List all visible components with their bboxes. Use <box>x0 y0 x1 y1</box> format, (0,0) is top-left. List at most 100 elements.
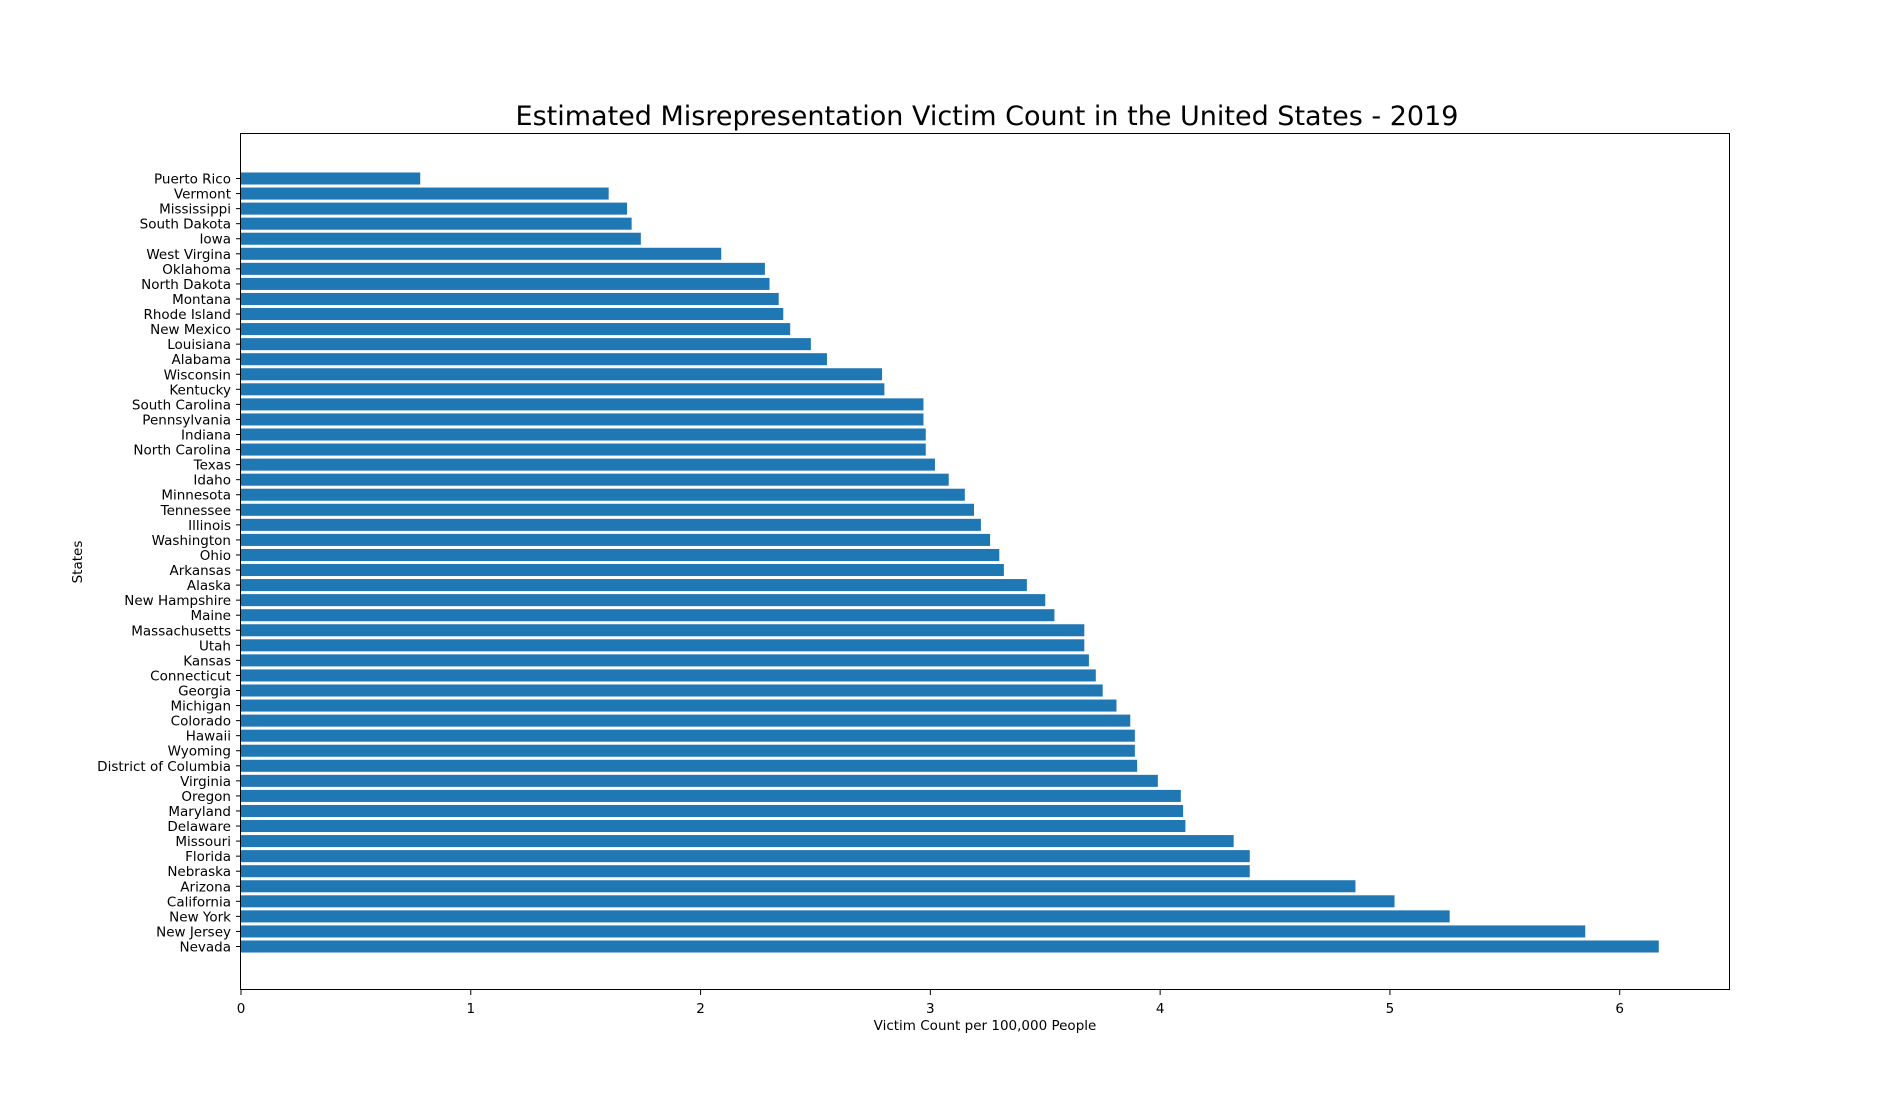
y-tick-label: Connecticut <box>150 668 231 684</box>
bar-new-jersey <box>241 925 1586 938</box>
x-tick-label: 2 <box>696 1001 705 1017</box>
bar-new-york <box>241 910 1450 923</box>
bar-idaho <box>241 473 949 486</box>
plot-frame <box>240 133 1730 990</box>
bar-louisiana <box>241 338 811 351</box>
y-tick-label: Mississippi <box>159 202 231 218</box>
y-tick-label: Alabama <box>171 352 231 368</box>
bar-district-of-columbia <box>241 759 1138 772</box>
bar-puerto-rico <box>241 172 421 185</box>
y-tick-label: Massachusetts <box>131 623 231 639</box>
bar-maryland <box>241 804 1184 817</box>
x-tick-label: 5 <box>1386 1001 1395 1017</box>
y-tick-label: Rhode Island <box>143 307 231 323</box>
y-tick-label: Oregon <box>181 789 231 805</box>
bar-massachusetts <box>241 624 1085 637</box>
y-tick-label: Georgia <box>178 684 231 700</box>
y-axis-label: States <box>70 541 86 584</box>
chart-title: Estimated Misrepresentation Victim Count… <box>516 101 1459 132</box>
y-tick-label: Minnesota <box>161 488 231 504</box>
bar-maine <box>241 609 1055 622</box>
y-tick-label: Pennsylvania <box>142 412 231 428</box>
y-tick-label: Puerto Rico <box>154 172 231 188</box>
x-tick-label: 3 <box>926 1001 935 1017</box>
bar-indiana <box>241 428 926 441</box>
bar-kansas <box>241 654 1089 667</box>
y-tick-label: Tennessee <box>160 503 231 519</box>
y-tick-label: California <box>167 894 231 910</box>
y-tick-label: Arizona <box>180 879 231 895</box>
bar-alaska <box>241 579 1027 592</box>
y-tick-label: Arkansas <box>169 563 231 579</box>
y-tick-label: North Carolina <box>133 443 231 459</box>
x-tick-label: 0 <box>237 1001 246 1017</box>
y-tick-label: Idaho <box>193 473 231 489</box>
y-tick-label: New York <box>169 909 231 925</box>
y-tick-label: Utah <box>199 638 231 654</box>
bar-south-dakota <box>241 217 632 230</box>
y-tick-label: Florida <box>185 849 231 865</box>
bar-north-dakota <box>241 277 770 290</box>
bar-georgia <box>241 684 1103 697</box>
bar-kentucky <box>241 383 885 396</box>
y-tick-label: Delaware <box>167 819 231 835</box>
bar-tennessee <box>241 503 975 516</box>
bar-vermont <box>241 187 609 200</box>
bar-new-mexico <box>241 323 791 336</box>
bar-wyoming <box>241 744 1135 757</box>
y-tick-label: South Dakota <box>140 217 231 233</box>
bar-minnesota <box>241 488 965 501</box>
y-tick-label: Washington <box>152 533 231 549</box>
y-tick-label: West Virgina <box>146 247 231 263</box>
x-tick-label: 1 <box>466 1001 475 1017</box>
bar-west-virgina <box>241 247 722 260</box>
bar-oklahoma <box>241 262 765 275</box>
x-axis: 0 1 2 3 4 5 6 <box>237 990 1624 1017</box>
y-tick-label: Oklahoma <box>162 262 231 278</box>
y-tick-label: Illinois <box>188 518 231 534</box>
bar-colorado <box>241 714 1131 727</box>
x-tick-label: 6 <box>1615 1001 1624 1017</box>
bar-hawaii <box>241 729 1135 742</box>
bar-utah <box>241 639 1085 652</box>
y-tick-label: Missouri <box>175 834 231 850</box>
y-tick-label: Iowa <box>199 232 231 248</box>
bar-missouri <box>241 835 1234 848</box>
y-tick-label: Hawaii <box>186 729 231 745</box>
y-tick-label: New Mexico <box>150 322 231 338</box>
bar-mississippi <box>241 202 628 215</box>
bar-illinois <box>241 518 981 531</box>
bar-delaware <box>241 820 1186 833</box>
bar-new-hampshire <box>241 594 1046 607</box>
bar-california <box>241 895 1395 908</box>
y-tick-label: Nebraska <box>167 864 231 880</box>
y-tick-label: Kansas <box>183 653 231 669</box>
bar-arkansas <box>241 564 1004 577</box>
y-tick-label: Wyoming <box>168 744 231 760</box>
y-tick-label: Alaska <box>187 578 231 594</box>
bar-nevada <box>241 940 1659 953</box>
y-tick-label: Michigan <box>170 699 231 715</box>
bar-texas <box>241 458 935 471</box>
y-tick-label: Colorado <box>171 714 231 730</box>
y-tick-label: New Jersey <box>156 924 231 940</box>
bar-iowa <box>241 232 641 245</box>
bar-oregon <box>241 789 1181 802</box>
y-tick-label: North Dakota <box>141 277 231 293</box>
bar-nebraska <box>241 865 1250 878</box>
y-tick-label: South Carolina <box>132 397 231 413</box>
y-tick-label: Wisconsin <box>164 367 231 383</box>
bar-pennsylvania <box>241 413 924 426</box>
bar-north-carolina <box>241 443 926 456</box>
bar-alabama <box>241 353 827 366</box>
bar-south-carolina <box>241 398 924 411</box>
bar-virginia <box>241 774 1158 787</box>
bars-layer <box>241 172 1659 953</box>
y-tick-label: Nevada <box>179 940 231 956</box>
bar-montana <box>241 292 779 305</box>
bar-wisconsin <box>241 368 883 381</box>
y-tick-label: Vermont <box>174 187 231 203</box>
bar-ohio <box>241 548 1000 561</box>
